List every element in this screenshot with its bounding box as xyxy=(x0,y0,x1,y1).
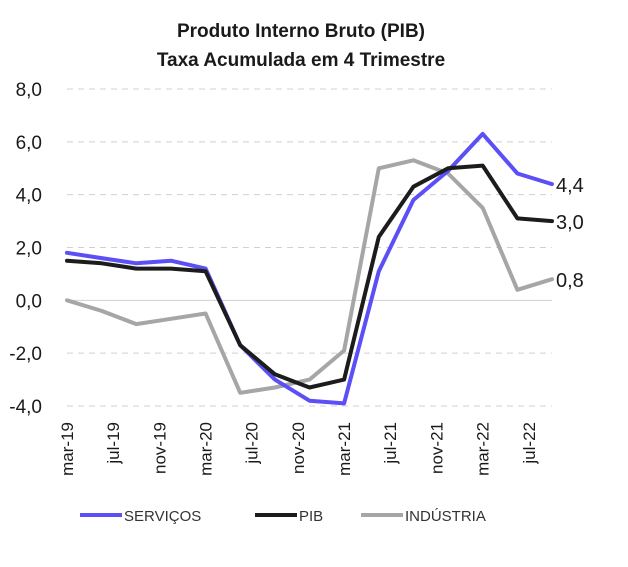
y-tick-label: 8,0 xyxy=(16,80,42,101)
end-label: 0,8 xyxy=(556,270,584,292)
y-axis-ticks: 8,0 6,0 4,0 2,0 0,0 -2,0 -4,0 xyxy=(9,80,42,418)
grid-lines xyxy=(67,88,552,407)
y-tick-label: 2,0 xyxy=(16,239,42,260)
end-label: 3,0 xyxy=(556,212,584,234)
series-line-indústria xyxy=(65,158,554,395)
chart-subtitle: Taxa Acumulada em 4 Trimestre xyxy=(157,50,445,71)
chart-title: Produto Interno Bruto (PIB) xyxy=(177,21,425,42)
y-tick-label: -4,0 xyxy=(9,397,42,418)
x-tick-label: mar-22 xyxy=(474,422,493,476)
x-tick-label: mar-21 xyxy=(335,422,354,476)
legend-label: INDÚSTRIA xyxy=(405,508,486,525)
end-label: 4,4 xyxy=(556,175,584,197)
x-tick-label: nov-21 xyxy=(428,422,447,474)
y-tick-label: -2,0 xyxy=(9,344,42,365)
end-labels: 4,4 3,0 0,8 xyxy=(556,175,584,292)
x-tick-label: jul-19 xyxy=(104,422,123,465)
x-axis-ticks: mar-19 jul-19 nov-19 mar-20 jul-20 nov-20 mar-… xyxy=(58,422,539,476)
x-tick-label: jul-20 xyxy=(243,422,262,465)
y-tick-label: 6,0 xyxy=(16,133,42,154)
x-tick-label: mar-20 xyxy=(197,422,216,476)
x-tick-label: jul-21 xyxy=(381,422,400,465)
x-tick-label: nov-19 xyxy=(150,422,169,474)
series-line-serviços xyxy=(65,131,554,406)
y-tick-label: 0,0 xyxy=(16,291,42,312)
x-tick-label: mar-19 xyxy=(58,422,77,476)
y-tick-label: 4,0 xyxy=(16,186,42,207)
x-tick-label: jul-22 xyxy=(520,422,539,465)
x-tick-label: nov-20 xyxy=(289,422,308,474)
series-line-pib xyxy=(65,163,554,390)
legend-label: PIB xyxy=(299,508,323,525)
series-lines xyxy=(65,131,554,406)
legend: SERVIÇOS PIB INDÚSTRIA xyxy=(80,508,486,525)
legend-label: SERVIÇOS xyxy=(124,508,201,525)
